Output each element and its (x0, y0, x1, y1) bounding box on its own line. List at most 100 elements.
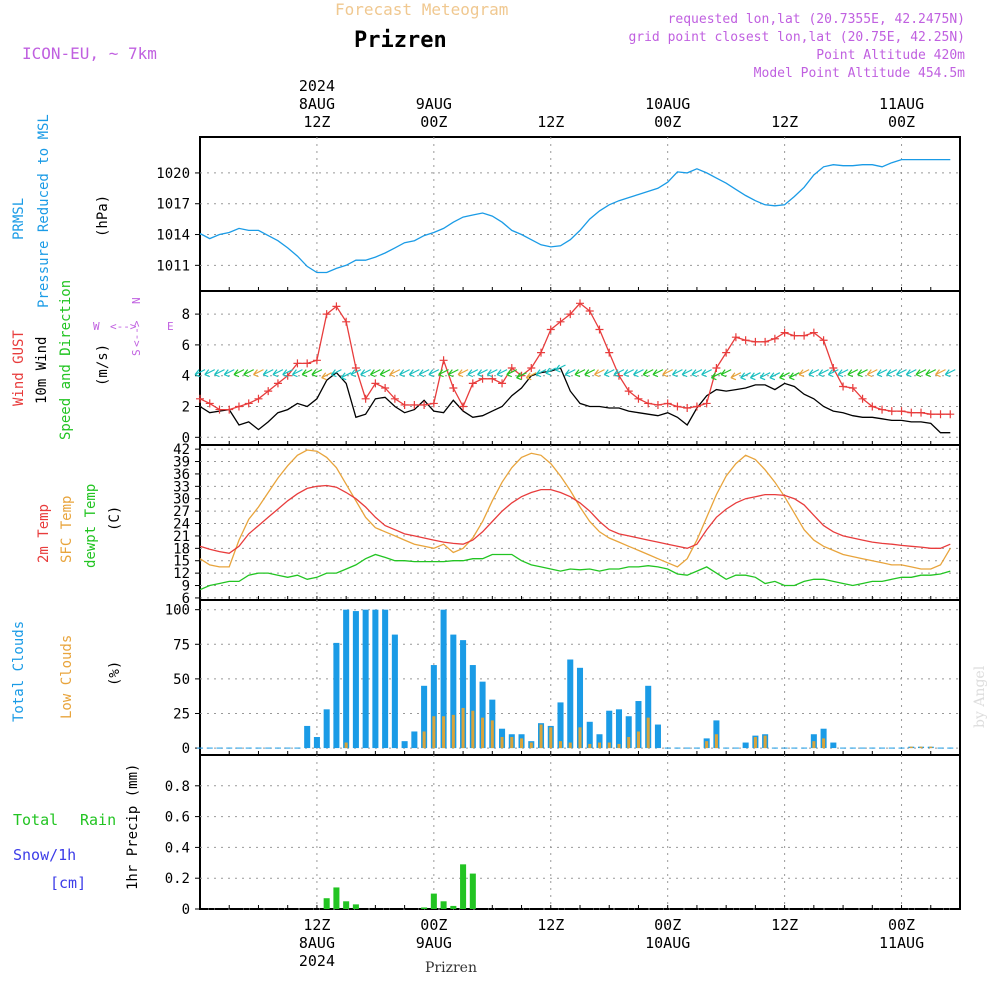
wind-arrow (935, 369, 946, 378)
wind-arrow (360, 369, 371, 378)
low-cloud-bar (929, 746, 933, 749)
gust-marker (566, 310, 575, 319)
wind-arrow (525, 372, 537, 381)
panel-frame-2 (199, 444, 961, 601)
time-label-top-date: 9AUG (416, 95, 452, 113)
time-label-top-hour: 00Z (888, 113, 915, 131)
model-label: ICON-EU, ~ 7km (22, 44, 157, 63)
gust-marker (507, 364, 516, 372)
gust-marker (644, 399, 653, 408)
low-cloud-bar (422, 731, 426, 749)
gust-marker (215, 405, 224, 414)
grid-lines (200, 137, 960, 910)
compass-n: N (130, 297, 143, 304)
time-label-bottom-hour: 12Z (537, 916, 564, 934)
ytick-label: 8 (182, 307, 190, 323)
low-cloud-bar (481, 717, 485, 749)
total-cloud-bar (645, 685, 652, 749)
gust-marker (761, 337, 770, 346)
wind-arrow (681, 369, 693, 378)
time-label-bottom-hour: 12Z (303, 916, 330, 934)
gust-marker (917, 408, 926, 417)
gust-marker (293, 359, 302, 368)
time-label-bottom-hour: 00Z (888, 916, 915, 934)
low-cloud-bar (344, 742, 348, 749)
plot-marks (194, 158, 960, 910)
total-cloud-bar (401, 741, 408, 749)
wind-arrow (340, 372, 352, 381)
footer-location: Prizren (425, 960, 477, 976)
total-cloud-bar (391, 634, 398, 749)
low-cloud-bar (919, 746, 923, 749)
time-label-top-hour: 12Z (771, 113, 798, 131)
low-cloud-bar (529, 742, 533, 749)
gust-marker (731, 333, 740, 342)
gust-marker (712, 364, 721, 372)
gust-marker (839, 382, 848, 391)
gust-marker (634, 394, 643, 403)
wind-arrow (691, 369, 703, 378)
time-label-top-hour: 00Z (654, 113, 681, 131)
gust-marker (848, 384, 857, 393)
ytick-label: 24 (173, 517, 190, 533)
wind-arrow (506, 369, 518, 378)
compass-e: E (167, 320, 174, 333)
requested-coords: requested lon,lat (20.7355E, 42.2475N) (668, 12, 965, 27)
wind-arrow (243, 369, 254, 378)
ytick-label: 0 (182, 430, 190, 446)
ytick-label: 36 (173, 467, 190, 483)
wind-arrow (223, 369, 235, 378)
gust-marker (303, 359, 312, 368)
low-cloud-bar (520, 738, 524, 749)
grid-coords: grid point closest lon,lat (20.75E, 42.2… (628, 30, 965, 45)
total-cloud-bar (333, 642, 340, 749)
rain-bar (469, 873, 476, 909)
gust-marker (390, 394, 399, 403)
wind-10m-series (199, 367, 951, 434)
rain-bar (460, 864, 467, 909)
ytick-label: 33 (173, 479, 190, 495)
cloud-units: (%) (107, 661, 123, 686)
total-cloud-bar (479, 681, 486, 749)
low-cloud-bar (753, 737, 757, 749)
rain-bar (323, 898, 330, 909)
pressure-series (199, 158, 951, 274)
temp-labels: 2m Temp SFC Temp dewpt Temp (C) (36, 484, 123, 568)
gust-marker (741, 336, 750, 345)
total-cloud-bar (382, 609, 389, 749)
gust-marker (264, 387, 273, 396)
low-cloud-bar (432, 716, 436, 749)
dewpt-temp-series (199, 553, 951, 591)
gust-marker (692, 402, 701, 411)
wind-arrow (262, 369, 274, 378)
ytick-label: 6 (182, 338, 190, 354)
total-cloud-bar (576, 667, 584, 749)
cloud-labels: Total Clouds Low Clouds (%) (11, 621, 123, 722)
ytick-label: 1014 (156, 228, 190, 244)
gust-marker (273, 379, 282, 388)
low-cloud-bar (451, 714, 455, 749)
low-cloud-bar (578, 727, 582, 749)
subtitle-label: Forecast Meteogram (335, 0, 508, 19)
wind-arrow (613, 369, 625, 378)
wind-arrow (915, 369, 927, 378)
total-cloud-bar (606, 710, 613, 749)
pressure-labels: PRMSL Pressure Reduced to MSL (hPa) (11, 114, 111, 308)
low-cloud-bar (549, 727, 553, 749)
ytick-label: 100 (165, 603, 190, 619)
compass-arrows-v: <--> (130, 320, 143, 347)
ytick-label: 30 (173, 492, 190, 508)
wind-arrow (252, 369, 264, 378)
wind-arrow (759, 372, 771, 381)
wind-arrow (311, 369, 323, 378)
wind10m-label: 10m Wind (34, 337, 50, 404)
wind-arrow (671, 369, 683, 378)
wind-arrow (652, 369, 664, 378)
rain-bar (421, 907, 428, 909)
pressure-units: (hPa) (95, 195, 111, 237)
total-cloud-bar (430, 665, 437, 749)
wind-arrow (876, 369, 888, 378)
wind-arrow (389, 369, 401, 378)
wind-arrow (282, 369, 293, 378)
